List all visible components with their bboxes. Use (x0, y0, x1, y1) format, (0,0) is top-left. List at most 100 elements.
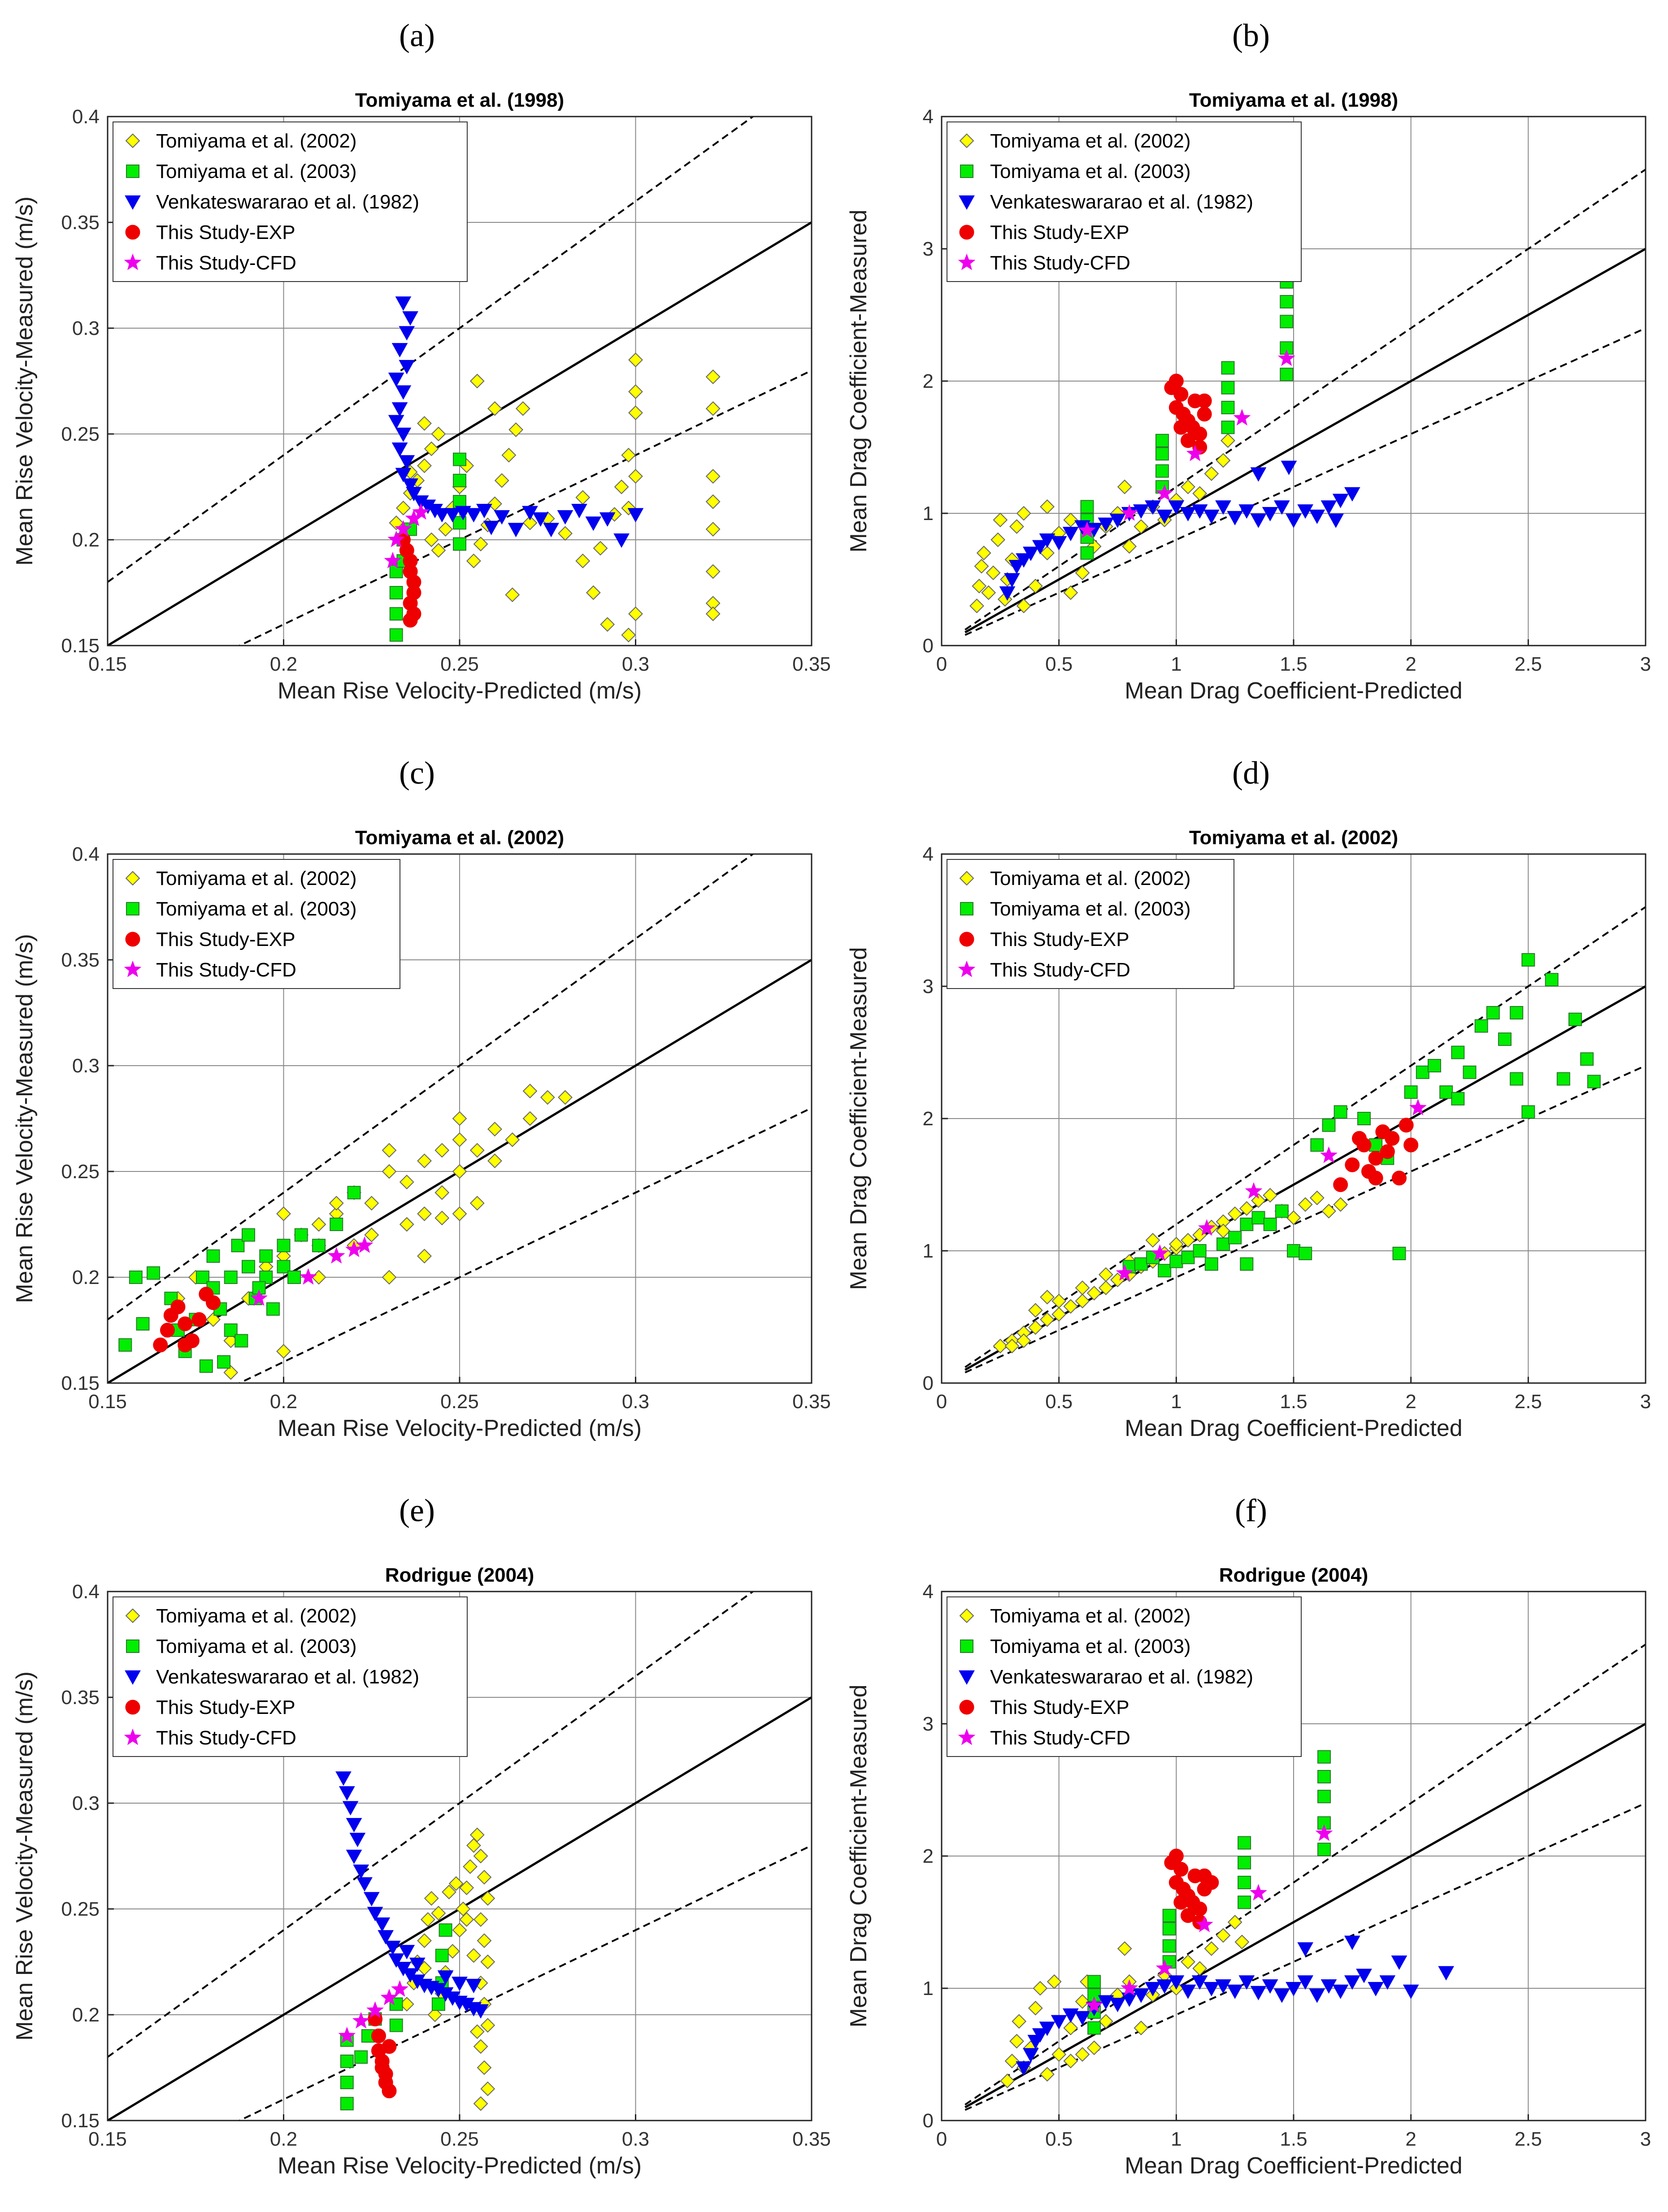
legend-label: This Study-CFD (990, 1727, 1130, 1749)
data-point (1078, 521, 1096, 538)
data-point (1134, 2021, 1149, 2035)
legend-marker (959, 871, 974, 886)
data-point (1357, 1112, 1371, 1125)
data-point (1086, 2040, 1102, 2056)
panel-letter: (e) (399, 1492, 435, 1528)
y-tick-label: 0.15 (61, 1372, 100, 1394)
y-axis-label: Mean Rise Velocity-Measured (m/s) (12, 196, 38, 566)
deviation-line (964, 1644, 1646, 2106)
data-point (424, 1891, 439, 1906)
data-point (374, 2060, 390, 2075)
data-point (452, 1206, 467, 1221)
data-point (353, 1864, 369, 1879)
data-point (1568, 1012, 1582, 1026)
data-point (487, 401, 502, 416)
data-point (1040, 546, 1055, 560)
y-tick-label: 0.35 (61, 1687, 100, 1709)
data-point (382, 1164, 397, 1179)
x-tick-label: 2.5 (1515, 653, 1542, 675)
data-point (1251, 1211, 1265, 1225)
legend-marker (959, 225, 974, 240)
data-point (224, 1271, 238, 1284)
data-point (444, 508, 461, 523)
data-point (1028, 2000, 1043, 2016)
data-point (1087, 2021, 1101, 2035)
data-point (339, 1786, 355, 1801)
data-point (522, 1111, 538, 1126)
data-point (345, 1240, 363, 1258)
data-point (487, 1153, 502, 1168)
data-point (129, 1271, 143, 1284)
data-point (473, 2039, 488, 2054)
data-point (1486, 1006, 1500, 1019)
data-point (1273, 1988, 1290, 2003)
data-point (1155, 447, 1169, 461)
data-point (1250, 1986, 1267, 2000)
data-point (522, 515, 538, 530)
data-point (250, 1289, 268, 1306)
data-point (399, 326, 415, 341)
data-point (981, 585, 996, 600)
data-points (335, 1771, 495, 2111)
legend-marker (125, 1700, 140, 1715)
data-point (1238, 504, 1255, 519)
data-point (434, 1210, 450, 1226)
panel-a: (a) 0.15 0.2 0.25 0.3 0.35 0.15 0.2 0.25 0.3 0.35… (0, 0, 834, 737)
data-point (705, 494, 721, 509)
parity-line (108, 221, 812, 646)
data-point (1168, 1975, 1185, 1990)
data-point (1251, 1193, 1266, 1208)
legend-marker (124, 1728, 142, 1745)
data-point (705, 369, 721, 384)
data-point (465, 508, 482, 523)
series-this-study-cfd (1116, 1098, 1427, 1281)
data-point (389, 2018, 403, 2032)
legend-box (113, 1596, 468, 1757)
data-point (1334, 1105, 1347, 1119)
data-point (705, 401, 721, 416)
data-point (330, 1218, 343, 1231)
data-point (452, 1922, 467, 1938)
data-point (515, 401, 530, 416)
data-point (1040, 2067, 1055, 2082)
y-tick-label: 0.15 (61, 2110, 100, 2132)
data-point (1250, 467, 1267, 482)
data-point (1051, 1293, 1067, 1309)
legend-label: This Study-EXP (990, 1696, 1129, 1718)
legend-label: Tomiyama et al. (2002) (156, 867, 357, 889)
legend-label: This Study-CFD (156, 1727, 296, 1749)
x-axis-label: Mean Rise Velocity-Predicted (m/s) (278, 1415, 642, 1441)
data-point (593, 541, 608, 556)
data-point (558, 1090, 573, 1105)
data-point (335, 1771, 352, 1786)
data-point (223, 1365, 239, 1380)
data-point (388, 1953, 404, 1968)
x-tick-label: 3 (1640, 1391, 1651, 1413)
deviation-line (964, 169, 1646, 631)
x-tick-label: 0.5 (1045, 2128, 1073, 2150)
data-point (437, 1970, 454, 1985)
panel-letter: (c) (399, 755, 435, 791)
scatter-chart-e: 0.15 0.2 0.25 0.3 0.35 0.15 0.2 0.25 0.3 0.35 0.4 R… (12, 1564, 831, 2179)
legend-marker (960, 1639, 973, 1653)
series-venkateswararao-et-al-1982 (388, 296, 644, 548)
y-tick-label: 3 (923, 1713, 934, 1735)
data-point (1227, 1915, 1242, 1930)
x-tick-label: 1 (1171, 653, 1182, 675)
data-point (480, 2081, 495, 2096)
data-point (1240, 1218, 1254, 1231)
legend-label: Tomiyama et al. (2003) (990, 1635, 1191, 1657)
data-point (1121, 1979, 1138, 1996)
data-points (993, 953, 1601, 1353)
scatter-chart-a: 0.15 0.2 0.25 0.3 0.35 0.15 0.2 0.25 0.3 0.35 0.4 T… (12, 89, 831, 704)
panel-e: (e) 0.15 0.2 0.25 0.3 0.35 0.15 0.2 0.25 0.3 0.35… (0, 1475, 834, 2212)
legend-box (947, 859, 1234, 989)
series-venkateswararao-et-al-1982 (1016, 1935, 1455, 2076)
y-tick-label: 0.4 (72, 106, 100, 128)
data-point (206, 1249, 220, 1263)
data-point (453, 473, 466, 487)
data-point (1221, 421, 1235, 434)
data-point (469, 1196, 485, 1211)
legend-label: Venkateswararao et al. (1982) (156, 191, 419, 213)
data-point (1379, 1975, 1396, 1990)
